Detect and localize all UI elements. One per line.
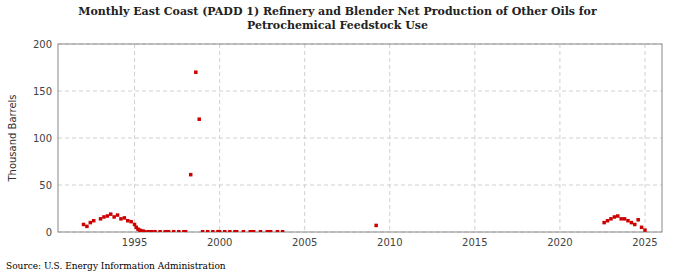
point	[249, 230, 253, 232]
point	[602, 221, 606, 225]
title: Monthly East Coast (PADD 1) Refinery and…	[78, 5, 597, 32]
point	[116, 213, 120, 217]
point	[146, 230, 150, 232]
grid-line	[134, 44, 135, 232]
point	[259, 230, 263, 232]
point	[643, 228, 647, 232]
point	[153, 230, 157, 232]
point	[276, 230, 280, 232]
point	[623, 217, 627, 221]
tick-label: 100	[33, 133, 52, 144]
tick-label: 1995	[122, 237, 147, 248]
point	[211, 230, 215, 232]
chart: 0 50 100 150 200 1995 2000 2005 2010 2015 2020 2025…	[0, 0, 675, 275]
point	[184, 230, 188, 232]
point	[616, 214, 620, 218]
grid-line	[644, 44, 645, 232]
point	[269, 230, 273, 232]
point	[82, 223, 86, 227]
grid-line	[58, 185, 662, 186]
point	[112, 215, 116, 219]
tick-label: 2005	[292, 237, 317, 248]
annotation: Source: U.S. Energy Information Administ…	[6, 261, 226, 271]
point	[126, 219, 130, 223]
tick-label: 0	[46, 227, 52, 238]
tick-label: 2015	[462, 237, 487, 248]
point	[374, 224, 378, 228]
point	[163, 230, 167, 232]
point	[194, 70, 198, 74]
grid-line	[304, 44, 305, 232]
point	[242, 230, 246, 232]
point	[228, 230, 232, 232]
axis-label: Thousand Barrels	[7, 94, 18, 182]
point	[281, 230, 285, 232]
point	[172, 230, 176, 232]
grid-line	[219, 44, 220, 232]
point	[92, 219, 96, 223]
point	[102, 215, 106, 219]
grid	[58, 44, 662, 232]
point	[109, 212, 113, 216]
point	[150, 230, 154, 232]
point	[143, 230, 147, 232]
point	[266, 230, 270, 232]
point	[235, 230, 239, 232]
point	[177, 230, 181, 232]
grid-line	[474, 44, 475, 232]
point	[633, 223, 637, 227]
point	[218, 230, 222, 232]
plot-frame	[58, 44, 662, 232]
tick-label: 150	[33, 86, 52, 97]
grid-line	[58, 91, 662, 92]
tick-label: 200	[33, 39, 52, 50]
point	[619, 217, 623, 221]
tick-label: 50	[39, 180, 52, 191]
point	[106, 214, 110, 218]
tick-label: 2010	[377, 237, 402, 248]
point	[630, 221, 634, 225]
grid-line	[559, 44, 560, 232]
point	[636, 218, 640, 222]
point	[123, 216, 127, 220]
point	[640, 226, 644, 230]
point	[167, 230, 171, 232]
point	[223, 230, 227, 232]
plot-area	[58, 44, 662, 232]
point	[252, 230, 256, 232]
point	[89, 221, 93, 225]
point	[609, 217, 613, 221]
point	[201, 230, 205, 232]
point	[606, 219, 610, 223]
points	[82, 70, 647, 232]
tick-label: 2000	[207, 237, 232, 248]
tick-label: 2025	[632, 237, 657, 248]
point	[158, 230, 162, 232]
point	[99, 217, 103, 221]
tick-label: 2020	[547, 237, 572, 248]
point	[206, 230, 210, 232]
point	[189, 173, 193, 177]
grid-line	[58, 138, 662, 139]
point	[197, 117, 201, 121]
point	[626, 219, 630, 223]
point	[119, 217, 123, 221]
point	[613, 215, 617, 219]
grid-line	[389, 44, 390, 232]
point	[129, 220, 133, 224]
point	[85, 225, 89, 229]
